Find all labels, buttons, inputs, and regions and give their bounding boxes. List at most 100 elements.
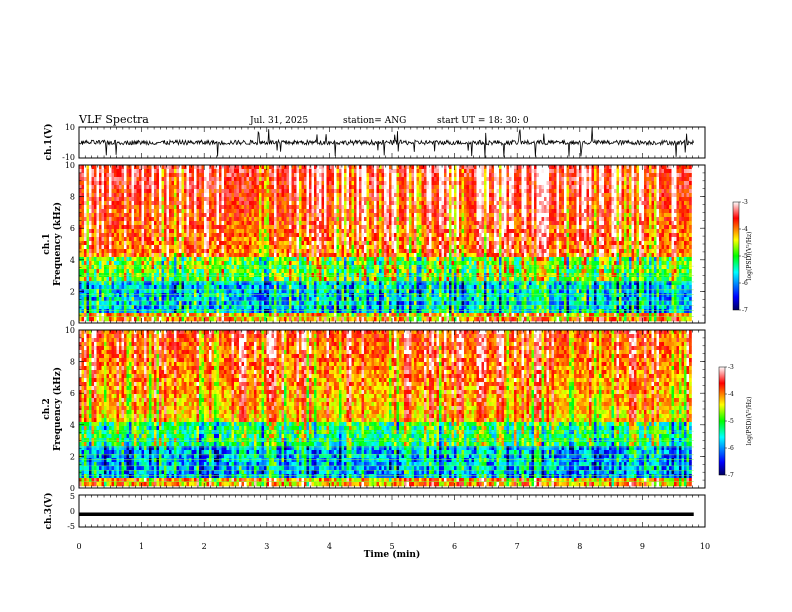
spectrogram-cell	[184, 185, 187, 190]
spectrogram-cell	[101, 253, 105, 258]
spectrogram-cell	[319, 181, 322, 186]
spectrogram-cell	[389, 221, 392, 226]
spectrogram-cell	[249, 197, 252, 202]
spectrogram-cell	[361, 205, 365, 210]
spectrogram-cell	[159, 285, 162, 290]
spectrogram-cell	[369, 165, 372, 170]
spectrogram-cell	[361, 209, 365, 214]
spectrogram-cell	[211, 169, 215, 174]
spectrogram-cell	[381, 201, 385, 206]
spectrogram-cell	[396, 265, 400, 270]
spectrogram-cell	[254, 293, 257, 298]
spectrogram-cell	[86, 273, 90, 278]
spectrogram-cell	[301, 197, 305, 202]
spectrogram-cell	[299, 305, 302, 310]
spectrogram-cell	[214, 293, 217, 298]
spectrogram-cell	[176, 193, 180, 198]
spectrogram-cell	[216, 205, 220, 210]
spectrogram-cell	[259, 305, 262, 310]
spectrogram-cell	[251, 233, 255, 238]
spectrogram-cell	[91, 209, 95, 214]
spectrogram-cell	[254, 317, 257, 322]
spectrogram-cell	[386, 181, 390, 186]
spectrogram-cell	[306, 217, 310, 222]
spectrogram-cell	[356, 273, 360, 278]
spectrogram-cell	[114, 221, 117, 226]
spectrogram-cell	[359, 169, 362, 174]
spectrogram-cell	[136, 293, 140, 298]
spectrogram-cell	[256, 209, 260, 214]
spectrogram-cell	[179, 313, 182, 318]
spectrogram-cell	[146, 221, 150, 226]
spectrogram-cell	[386, 225, 390, 230]
spectrogram-cell	[289, 301, 292, 306]
spectrogram-cell	[336, 269, 340, 274]
spectrogram-cell	[239, 301, 242, 306]
spectrogram-cell	[301, 169, 305, 174]
spectrogram-cell	[334, 265, 337, 270]
spectrogram-cell	[221, 229, 225, 234]
spectrogram-cell	[296, 245, 300, 250]
spectrogram-cell	[241, 245, 245, 250]
spectrogram-cell	[89, 205, 92, 210]
spectrogram-cell	[236, 269, 240, 274]
spectrogram-cell	[109, 193, 112, 198]
spectrogram-cell	[236, 217, 240, 222]
spectrogram-cell	[386, 229, 390, 234]
spectrogram-cell	[214, 297, 217, 302]
spectrogram-cell	[336, 317, 340, 322]
spectrogram-cell	[214, 197, 217, 202]
spectrogram-cell	[161, 277, 165, 282]
spectrogram-cell	[326, 245, 330, 250]
spectrogram-cell	[129, 205, 132, 210]
spectrogram-cell	[174, 177, 177, 182]
spectrogram-cell	[286, 173, 290, 178]
spectrogram-cell	[116, 193, 120, 198]
spectrogram-cell	[189, 285, 192, 290]
spectrogram-cell	[316, 213, 320, 218]
spectrogram-cell	[174, 297, 177, 302]
ch1-spectrogram-image	[79, 165, 705, 323]
spectrogram-cell	[176, 269, 180, 274]
spectrogram-cell	[304, 185, 307, 190]
spectrogram-cell	[99, 313, 102, 318]
spectrogram-cell	[369, 277, 372, 282]
spectrogram-cell	[196, 209, 200, 214]
spectrogram-cell	[354, 269, 357, 274]
spectrogram-cell	[306, 189, 310, 194]
spectrogram-cell	[256, 233, 260, 238]
spectrogram-cell	[349, 181, 352, 186]
spectrogram-cell	[256, 177, 260, 182]
spectrogram-cell	[194, 189, 197, 194]
spectrogram-cell	[154, 273, 157, 278]
spectrogram-cell	[161, 185, 165, 190]
spectrogram-cell	[259, 181, 262, 186]
spectrogram-cell	[91, 305, 95, 310]
spectrogram-cell	[289, 313, 292, 318]
spectrogram-cell	[169, 317, 172, 322]
spectrogram-cell	[204, 313, 207, 318]
spectrogram-cell	[211, 265, 215, 270]
spectrogram-cell	[214, 177, 217, 182]
spectrogram-cell	[151, 209, 155, 214]
spectrogram-cell	[361, 237, 365, 242]
spectrogram-cell	[141, 313, 145, 318]
spectrogram-cell	[214, 173, 217, 178]
spectrogram-cell	[144, 181, 147, 186]
spectrogram-cell	[104, 301, 107, 306]
spectrogram-cell	[119, 225, 122, 230]
spectrogram-cell	[84, 177, 87, 182]
spectrogram-cell	[139, 285, 142, 290]
spectrogram-cell	[244, 253, 247, 258]
spectrogram-cell	[139, 253, 142, 258]
spectrogram-cell	[314, 165, 317, 170]
spectrogram-cell	[299, 313, 302, 318]
spectrogram-cell	[336, 257, 340, 262]
spectrogram-cell	[326, 237, 330, 242]
spectrogram-cell	[331, 249, 335, 254]
spectrogram-cell	[166, 277, 170, 282]
spectrogram-cell	[346, 225, 350, 230]
spectrogram-cell	[176, 177, 180, 182]
spectrogram-cell	[369, 253, 372, 258]
